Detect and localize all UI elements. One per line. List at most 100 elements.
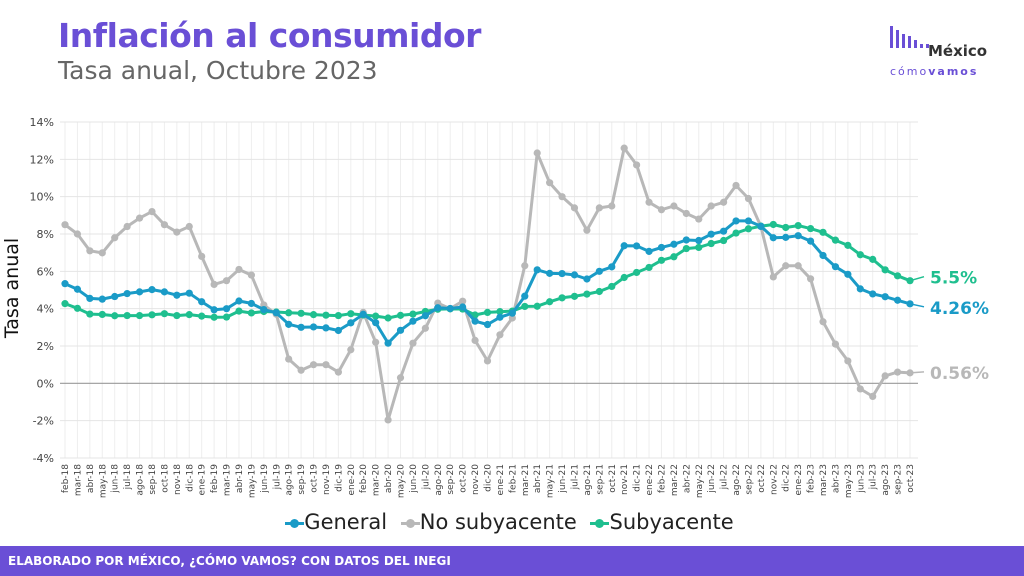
logo-tag-bold: vamos — [928, 65, 979, 78]
data-point-subyacente — [409, 310, 417, 318]
data-point-general — [260, 306, 268, 314]
series-lines — [61, 144, 914, 424]
data-point-subyacente — [707, 239, 715, 248]
data-point-general — [86, 294, 94, 302]
data-point-general — [235, 297, 243, 305]
data-point-no-subyacente — [347, 346, 355, 354]
y-tick-label: 2% — [37, 340, 54, 353]
x-tick-label: ago-19 — [285, 464, 295, 496]
data-point-no-subyacente — [309, 361, 318, 369]
data-point-general — [210, 306, 218, 314]
data-point-general — [111, 292, 119, 301]
data-point-no-subyacente — [881, 372, 889, 380]
data-point-subyacente — [334, 311, 342, 320]
x-tick-label: dic-22 — [782, 464, 792, 492]
data-point-subyacente — [384, 314, 392, 322]
logo: México cómovamos — [888, 24, 1008, 84]
data-point-general — [720, 227, 728, 235]
line-chart: -4%-2%0%2%4%6%8%10%12%14% feb-18 mar-18 ab… — [1, 116, 989, 498]
data-point-general — [73, 285, 82, 293]
data-point-subyacente — [831, 236, 840, 244]
data-point-general — [831, 263, 840, 271]
data-point-general — [869, 290, 877, 298]
x-tick-label: oct-22 — [757, 464, 767, 493]
data-point-no-subyacente — [135, 214, 144, 222]
x-tick-label: ago-20 — [434, 464, 444, 496]
data-point-no-subyacente — [732, 181, 740, 190]
x-tick-label: feb-22 — [657, 464, 667, 493]
data-point-general — [334, 326, 342, 335]
x-tick-label: may-18 — [98, 464, 108, 498]
x-tick-label: jul-19 — [272, 464, 282, 491]
legend-item-no-subyacente[interactable]: No subyacente — [400, 510, 577, 534]
data-point-subyacente — [61, 300, 69, 308]
data-point-no-subyacente — [782, 262, 790, 270]
data-point-subyacente — [732, 229, 740, 237]
x-tick-label: abr-20 — [384, 464, 394, 493]
data-point-no-subyacente — [769, 273, 777, 281]
x-tick-label: feb-20 — [359, 464, 369, 493]
x-tick-label: may-20 — [397, 464, 407, 498]
data-point-subyacente — [782, 223, 790, 232]
x-tick-label: ago-21 — [583, 464, 593, 496]
legend: General No subyacente Subyacente — [0, 510, 1024, 534]
data-point-general — [670, 240, 678, 248]
x-tick-label: may-19 — [247, 464, 257, 498]
x-tick-label: jun-21 — [558, 464, 568, 494]
data-point-subyacente — [173, 311, 181, 320]
legend-item-subyacente[interactable]: Subyacente — [590, 510, 734, 534]
x-tick-label: nov-20 — [471, 464, 481, 495]
data-point-general — [396, 326, 405, 334]
data-point-no-subyacente — [210, 280, 218, 288]
data-point-no-subyacente — [396, 374, 405, 382]
data-point-general — [185, 289, 193, 297]
legend-marker-no-subyacente — [400, 518, 420, 528]
data-point-no-subyacente — [421, 324, 429, 332]
y-tick-label: 4% — [37, 303, 54, 316]
data-point-general — [322, 324, 330, 332]
data-point-no-subyacente — [645, 198, 653, 206]
data-point-general — [521, 292, 529, 300]
data-point-general — [347, 319, 355, 327]
data-point-general — [583, 275, 591, 283]
data-point-no-subyacente — [459, 297, 467, 305]
x-tick-label: abr-21 — [533, 464, 543, 493]
x-tick-label: oct-19 — [310, 464, 320, 493]
data-point-no-subyacente — [819, 318, 827, 326]
data-point-general — [782, 233, 790, 241]
data-point-no-subyacente — [682, 209, 690, 218]
x-tick-label: ene-19 — [198, 464, 208, 496]
x-tick-label: may-21 — [546, 464, 556, 498]
data-point-subyacente — [285, 309, 293, 317]
data-point-subyacente — [73, 304, 82, 312]
y-tick-label: 6% — [37, 265, 54, 278]
data-point-no-subyacente — [608, 202, 616, 210]
data-point-subyacente — [396, 311, 405, 319]
data-point-no-subyacente — [856, 385, 864, 393]
data-point-subyacente — [608, 282, 616, 291]
x-tick-label: sep-23 — [894, 464, 904, 495]
x-tick-label: feb-23 — [807, 464, 817, 493]
legend-item-general[interactable]: General — [285, 510, 387, 534]
y-axis-ticks: -4% -2% 0% 2% 4% 6% 8% 10% 12% 14% — [30, 116, 54, 465]
data-point-general — [272, 309, 280, 317]
data-point-general — [657, 243, 666, 252]
data-point-general — [533, 266, 541, 274]
data-point-general — [409, 317, 417, 325]
data-point-no-subyacente — [831, 340, 840, 348]
x-tick-label: oct-18 — [160, 464, 170, 493]
data-point-general — [633, 242, 641, 250]
x-tick-label: abr-18 — [86, 464, 96, 493]
data-point-no-subyacente — [247, 271, 255, 279]
chart-subtitle: Tasa anual, Octubre 2023 — [58, 56, 378, 85]
data-point-subyacente — [210, 313, 218, 321]
x-tick-label: dic-20 — [484, 464, 494, 492]
data-point-subyacente — [148, 311, 156, 319]
data-point-general — [893, 296, 902, 304]
data-point-general — [309, 323, 318, 331]
data-point-subyacente — [521, 302, 529, 311]
data-point-subyacente — [185, 311, 193, 319]
x-tick-label: abr-23 — [831, 464, 841, 493]
x-tick-label: ene-23 — [794, 464, 804, 495]
data-point-subyacente — [235, 307, 243, 315]
